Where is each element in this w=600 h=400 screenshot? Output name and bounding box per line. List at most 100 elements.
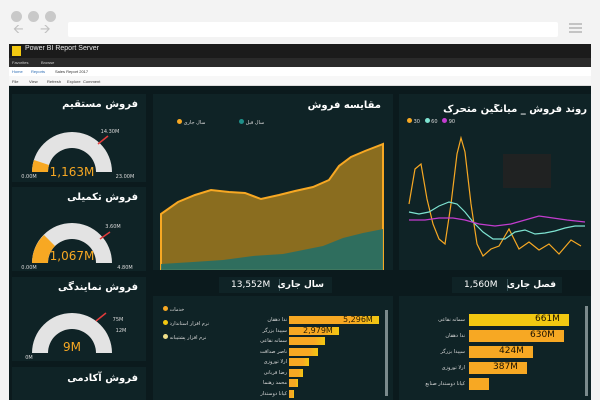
breadcrumb-current: Sales Report 2017: [55, 69, 89, 74]
legend-dot: [163, 334, 168, 339]
scrollbar[interactable]: [385, 310, 388, 396]
bar-label: کیانا دوستدار: [260, 390, 287, 397]
moving-average-title: روند فروش _ میانگین متحرک: [443, 104, 587, 115]
bar[interactable]: [289, 326, 339, 335]
bar[interactable]: [289, 368, 303, 377]
bar-row[interactable]: ارلا توروزی: [213, 358, 383, 367]
file-menu[interactable]: File: [12, 79, 19, 84]
bar-label: رضا قربانی: [263, 369, 287, 376]
bar-label: سپیدا بزرگر: [262, 327, 287, 334]
breadcrumb-folder[interactable]: Reports: [31, 69, 46, 74]
bar[interactable]: [469, 378, 489, 390]
gauge-min: 0.00M: [21, 265, 36, 271]
bar[interactable]: [289, 389, 294, 398]
comparison-title: مقایسه فروش: [307, 100, 381, 111]
bar-chart-season-panel: سمانه نقاعی 661M ندا دهقان 630M سپیدا بزرگر 4…: [399, 296, 591, 400]
bar-row[interactable]: سپیدا بزرگر 424M: [405, 346, 575, 358]
bar-row[interactable]: کیانا دوستدار صنایع: [405, 378, 575, 390]
bar-rows: ندا دهقان 5,296M سپیدا بزرگر 2,979M سمانه نق…: [213, 315, 383, 400]
legend-dot: [407, 118, 412, 123]
bar[interactable]: [469, 362, 527, 374]
window-close-dot[interactable]: [11, 11, 22, 22]
bar-value: 661M: [535, 314, 560, 324]
bar-label: ارلا توروزی: [441, 365, 465, 371]
bar[interactable]: [469, 330, 564, 342]
bar[interactable]: [469, 314, 569, 326]
bar-row[interactable]: ارلا توروزی 387M: [405, 362, 575, 374]
legend-dot: [239, 119, 244, 124]
back-arrow-icon[interactable]: 🡨: [13, 22, 24, 37]
breadcrumb-home[interactable]: Home: [12, 69, 23, 74]
gauge-chart: 1,067M 0.00M 4.80M 3.60M: [21, 223, 133, 271]
report-canvas: فروش مستقیم 1,163M 0.00M 23.00M 14.30M ف…: [9, 86, 591, 400]
gauge-track: [32, 313, 112, 353]
report-server-title: Power BI Report Server: [25, 45, 99, 52]
address-bar[interactable]: [68, 22, 558, 37]
view-menu[interactable]: View: [29, 79, 38, 84]
current-year-area: [160, 142, 384, 270]
gauge-target: 75M: [113, 317, 124, 323]
favorites-link[interactable]: Favorites: [12, 60, 29, 65]
kpi-value: 13,552M: [231, 280, 271, 290]
moving-average-panel: روند فروش _ میانگین متحرک 30 60 90: [399, 94, 591, 270]
bar-label: سمانه نقاعی: [260, 338, 287, 344]
bar-row[interactable]: کیانا دوستدار: [213, 389, 383, 399]
bar-row[interactable]: سمانه نقاعی: [213, 337, 383, 346]
browser-frame-right: [591, 44, 600, 400]
bar-label: ناصر صداقت: [259, 348, 287, 355]
scrollbar[interactable]: [585, 306, 588, 396]
bar-row[interactable]: محمد رهنما: [213, 379, 383, 388]
previous-year-area: [161, 229, 383, 270]
bar-row[interactable]: رضا قربانی: [213, 368, 383, 378]
bar[interactable]: [289, 358, 309, 366]
bar[interactable]: [289, 316, 379, 324]
kpi-label: فصل جاری: [506, 280, 556, 290]
gauge-panel-direct-sales: فروش مستقیم 1,163M 0.00M 23.00M 14.30M: [12, 94, 146, 182]
bar-row[interactable]: ندا دهقان 630M: [405, 330, 575, 342]
bar[interactable]: [289, 337, 325, 345]
bar-label: سپیدا بزرگر: [440, 349, 465, 355]
legend-label: سال جاری: [183, 120, 206, 126]
forward-arrow-icon[interactable]: 🡪: [40, 22, 51, 37]
comment-button[interactable]: Comment: [83, 79, 101, 84]
bar-row[interactable]: ندا دهقان 5,296M: [213, 315, 383, 325]
gauge-value: 1,163M: [50, 165, 95, 179]
bar[interactable]: [289, 379, 298, 387]
legend-dot: [177, 119, 182, 124]
legend-label: نرم افزار استاندارد: [169, 321, 210, 327]
gauge-value: 9M: [63, 340, 81, 354]
gauge-panel-academy-sales: فروش آکادمی: [12, 367, 146, 400]
gauge-title: فروش نمایندگی: [57, 282, 138, 293]
legend-item-current-year: سال جاری: [177, 119, 205, 126]
gauge-min: 0M: [25, 355, 33, 361]
menu-hamburger-icon[interactable]: [569, 23, 582, 34]
gauge-fill: [32, 160, 49, 172]
window-minimize-dot[interactable]: [28, 11, 39, 22]
gauge-target: 14.30M: [101, 129, 120, 135]
legend-dot: [163, 320, 168, 325]
kpi-value: 1,560M: [464, 280, 498, 290]
explore-button[interactable]: Explore: [67, 79, 81, 84]
gauge-max: 4.80M: [117, 265, 132, 271]
bar-value: 2,979M: [303, 325, 333, 335]
bar-value: 387M: [493, 362, 518, 372]
kpi-divider: [279, 279, 280, 291]
gauge-target-marker: [99, 231, 111, 240]
report-server-header: Power BI Report Server: [9, 44, 591, 58]
bar-row[interactable]: سمانه نقاعی 661M: [405, 314, 575, 326]
area-chart: [160, 142, 384, 270]
bar-row[interactable]: ناصر صداقت: [213, 347, 383, 357]
bar[interactable]: [469, 346, 533, 358]
refresh-button[interactable]: Refresh: [47, 79, 62, 84]
kpi-current-season: 1,560M فصل جاری: [452, 277, 562, 293]
moving-average-chart: [408, 135, 586, 257]
series-90: [409, 215, 586, 227]
kpi-label: سال جاری: [277, 280, 324, 290]
bar[interactable]: [289, 347, 318, 356]
browse-link[interactable]: Browse: [41, 60, 55, 65]
window-maximize-dot[interactable]: [45, 11, 56, 22]
legend-label: سال قبل: [245, 120, 265, 126]
bar-value: 5,296M: [343, 315, 373, 324]
bar-row[interactable]: سپیدا بزرگر 2,979M: [213, 325, 383, 336]
